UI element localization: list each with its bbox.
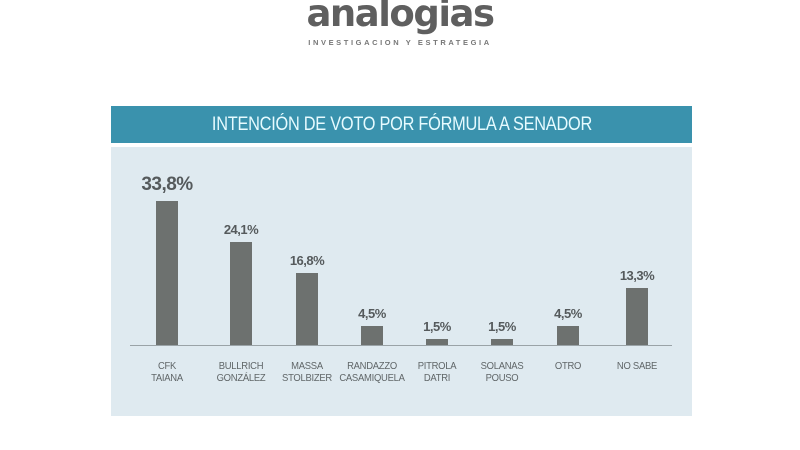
category-line-1: MASSA: [291, 360, 323, 372]
bar-value-label: 16,8%: [289, 253, 325, 268]
category-label: SOLANAS POUSO: [457, 360, 547, 384]
category-label: MASSA STOLBIZER: [262, 360, 352, 384]
category-line-1: CFK: [157, 360, 177, 372]
bar: [426, 339, 448, 345]
x-axis-baseline: [130, 345, 672, 346]
bar-group: 24,1% BULLRICH GONZÁLEZ: [201, 147, 281, 416]
bar-value-label: 24,1%: [223, 222, 259, 237]
bar-value-label: 4,5%: [554, 306, 582, 321]
bar-value-label: 1,5%: [488, 319, 516, 334]
bar-value-label: 1,5%: [423, 319, 451, 334]
category-line-1: PITROLA: [417, 360, 457, 372]
category-label: BULLRICH GONZÁLEZ: [196, 360, 286, 384]
chart-title: INTENCIÓN DE VOTO POR FÓRMULA A SENADOR: [211, 113, 592, 135]
chart-panel: INTENCIÓN DE VOTO POR FÓRMULA A SENADOR …: [111, 106, 692, 416]
bar-value-label: 33,8%: [141, 174, 193, 195]
category-line-1: RANDAZZO: [347, 360, 397, 372]
category-label: RANDAZZO CASAMIQUELA: [327, 360, 417, 384]
category-line-1: BULLRICH: [218, 360, 264, 372]
category-line-2: STOLBIZER: [282, 372, 332, 384]
bar-value-label: 4,5%: [358, 306, 386, 321]
logo-wordmark: analogias: [306, 0, 495, 35]
category-label: NO SABE: [592, 360, 682, 372]
bar-group: 1,5% PITROLA DATRI: [397, 147, 477, 416]
chart-header: INTENCIÓN DE VOTO POR FÓRMULA A SENADOR: [111, 106, 692, 143]
category-line-1: OTRO: [554, 360, 582, 372]
bar: [230, 242, 252, 345]
category-line-1: NO SABE: [616, 360, 658, 372]
bar-value-label: 13,3%: [619, 268, 655, 283]
bar-group: 4,5% OTRO: [528, 147, 608, 416]
bar: [156, 201, 178, 345]
category-label: OTRO: [523, 360, 613, 372]
bar-group: 1,5% SOLANAS POUSO: [462, 147, 542, 416]
category-line-2: TAIANA: [151, 372, 183, 384]
bar: [361, 326, 383, 345]
bar-group: 4,5% RANDAZZO CASAMIQUELA: [332, 147, 412, 416]
category-line-2: DATRI: [423, 372, 451, 384]
bar: [491, 339, 513, 345]
logo-tagline: INVESTIGACION Y ESTRATEGIA: [308, 38, 492, 47]
category-label: CFK TAIANA: [122, 360, 212, 384]
bar: [626, 288, 648, 345]
bar-group: 16,8% MASSA STOLBIZER: [267, 147, 347, 416]
category-line-2: GONZÁLEZ: [216, 372, 266, 384]
category-line-2: POUSO: [485, 372, 519, 384]
chart-plot-area: 33,8% CFK TAIANA 24,1% BULLRICH GONZÁLEZ 16,8%…: [111, 147, 692, 416]
bar-group: 13,3% NO SABE: [597, 147, 677, 416]
category-line-1: SOLANAS: [480, 360, 524, 372]
category-line-2: CASAMIQUELA: [339, 372, 405, 384]
bar-group: 33,8% CFK TAIANA: [127, 147, 207, 416]
bar: [296, 273, 318, 345]
bar: [557, 326, 579, 345]
category-label: PITROLA DATRI: [392, 360, 482, 384]
